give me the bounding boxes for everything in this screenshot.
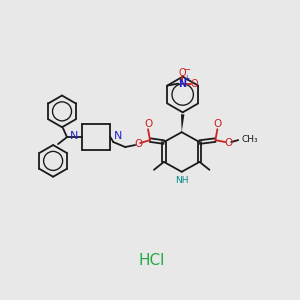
Text: O: O [178,68,186,78]
Text: N: N [178,79,186,88]
Text: NH: NH [175,176,188,185]
Text: N: N [70,131,78,141]
Text: HCl: HCl [139,254,165,268]
Text: O: O [224,138,232,148]
Text: O: O [190,79,198,88]
Polygon shape [181,114,184,132]
Text: O: O [213,119,221,129]
Text: +: + [183,74,189,83]
Text: N: N [114,131,123,141]
Text: CH₃: CH₃ [241,135,258,144]
Text: O: O [134,139,142,149]
Text: O: O [144,119,152,129]
Text: −: − [183,65,191,75]
